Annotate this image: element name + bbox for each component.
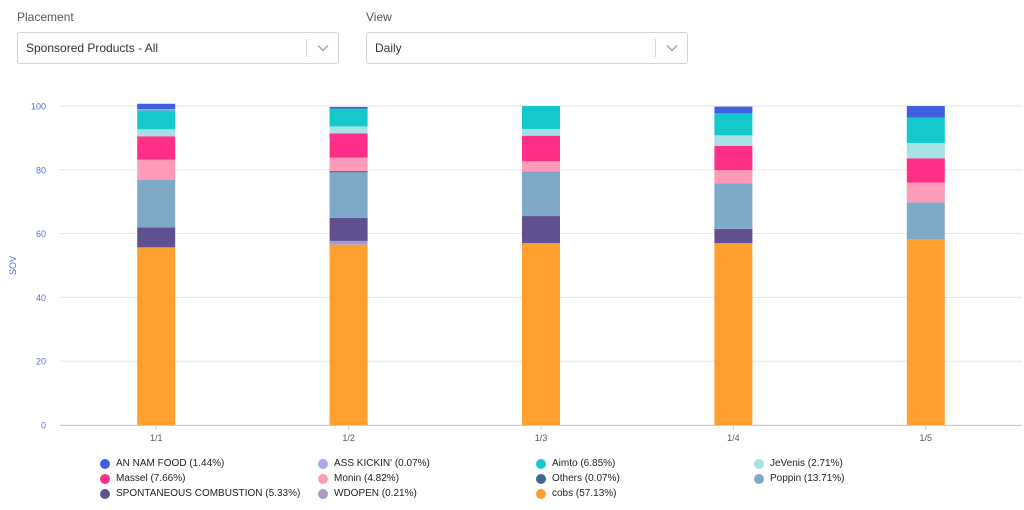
x-tick-label: 1/4 bbox=[727, 433, 740, 443]
legend-item[interactable]: Massel (7.66%) bbox=[100, 473, 185, 484]
legend-item[interactable]: Monin (4.82%) bbox=[318, 473, 399, 484]
legend-label: ASS KICKIN' (0.07%) bbox=[334, 458, 430, 469]
bar-segment-aimto bbox=[906, 117, 945, 144]
bar-segment-aimto bbox=[329, 108, 368, 127]
sov-stacked-bar-chart: 0 20 40 60 80 100 SOV 1/1 1/2 1/3 1/4 1/5 bbox=[8, 102, 1022, 443]
bar-segment-massel bbox=[137, 136, 176, 160]
legend-marker bbox=[100, 473, 110, 484]
bar-segment-ass-kickin- bbox=[137, 109, 176, 111]
legend-label: Monin (4.82%) bbox=[334, 473, 400, 484]
y-tick-label: 80 bbox=[36, 165, 46, 175]
bar-segment-an-nam-food bbox=[906, 106, 945, 118]
bar-segment-jevenis bbox=[329, 126, 368, 134]
bar-segment-poppin bbox=[137, 180, 176, 228]
view-label: View bbox=[366, 10, 392, 24]
legend-item[interactable]: AN NAM FOOD (1.44%) bbox=[100, 458, 224, 469]
x-tick-label: 1/2 bbox=[342, 433, 355, 443]
legend-marker bbox=[536, 458, 546, 469]
bar-segment-aimto bbox=[714, 113, 753, 136]
legend-marker bbox=[754, 458, 764, 469]
bar-segment-monin bbox=[906, 182, 945, 203]
legend-item[interactable]: SPONTANEOUS COMBUSTION (5.33%) bbox=[100, 488, 300, 499]
bar-segment-poppin bbox=[714, 183, 753, 229]
legend-item[interactable]: ASS KICKIN' (0.07%) bbox=[318, 458, 430, 469]
y-axis-label: SOV bbox=[8, 256, 18, 275]
legend-marker bbox=[318, 458, 328, 469]
legend-item[interactable]: Aimto (6.85%) bbox=[536, 458, 615, 469]
x-tick-label: 1/3 bbox=[535, 433, 548, 443]
bar-segment-others bbox=[329, 171, 368, 173]
bar-segment-monin bbox=[137, 159, 176, 181]
legend-marker bbox=[100, 488, 110, 499]
legend-label: AN NAM FOOD (1.44%) bbox=[116, 458, 225, 469]
legend-marker bbox=[318, 488, 328, 499]
bar-segment-jevenis bbox=[906, 143, 945, 159]
bar-segment-massel bbox=[714, 145, 753, 171]
chevron-down-icon[interactable] bbox=[656, 33, 687, 63]
legend-label: cobs (57.13%) bbox=[552, 488, 617, 499]
placement-select-separator bbox=[306, 39, 307, 57]
view-value: Daily bbox=[375, 41, 402, 55]
legend-item[interactable]: WDOPEN (0.21%) bbox=[318, 488, 417, 499]
placement-label: Placement bbox=[17, 10, 74, 24]
legend-marker bbox=[536, 488, 546, 499]
legend-label: JeVenis (2.71%) bbox=[770, 458, 843, 469]
legend-marker bbox=[100, 458, 110, 469]
legend-label: WDOPEN (0.21%) bbox=[334, 488, 417, 499]
legend-marker bbox=[754, 473, 764, 484]
bar-segment-monin bbox=[714, 170, 753, 184]
bar-segment-monin bbox=[522, 161, 560, 172]
chevron-down-icon[interactable] bbox=[307, 33, 338, 63]
bar-segment-aimto bbox=[522, 106, 560, 129]
view-select-separator bbox=[655, 39, 656, 57]
legend-item[interactable]: cobs (57.13%) bbox=[536, 488, 616, 499]
bar-segment-an-nam-food bbox=[714, 106, 753, 114]
bar-segment-cobs bbox=[906, 239, 945, 425]
placement-value: Sponsored Products - All bbox=[26, 41, 159, 55]
bar-segment-massel bbox=[329, 133, 368, 158]
x-tick-label: 1/1 bbox=[150, 433, 163, 443]
bar-segment-spontaneous-combustion bbox=[329, 217, 368, 241]
placement-select[interactable]: Sponsored Products - All bbox=[17, 32, 339, 64]
y-tick-label: 40 bbox=[36, 293, 46, 303]
legend-item[interactable]: Poppin (13.71%) bbox=[754, 473, 845, 484]
bar-segment-cobs bbox=[329, 244, 368, 425]
legend-label: Massel (7.66%) bbox=[116, 473, 186, 484]
bar-segment-poppin bbox=[522, 171, 560, 217]
bar-segment-spontaneous-combustion bbox=[714, 228, 753, 244]
legend-item[interactable]: Others (0.07%) bbox=[536, 473, 620, 484]
y-tick-label: 100 bbox=[31, 102, 46, 112]
legend-label: Aimto (6.85%) bbox=[552, 458, 616, 469]
legend-item[interactable]: JeVenis (2.71%) bbox=[754, 458, 843, 469]
bar-segment-cobs bbox=[714, 243, 753, 425]
bar-segment-spontaneous-combustion bbox=[522, 216, 560, 244]
x-tick-label: 1/5 bbox=[920, 433, 933, 443]
bar-segment-an-nam-food bbox=[137, 103, 176, 110]
y-tick-label: 20 bbox=[36, 357, 46, 367]
bar-segment-jevenis bbox=[714, 135, 753, 146]
y-tick-label: 60 bbox=[36, 229, 46, 239]
bar-segment-an-nam-food bbox=[329, 106, 368, 109]
bar-segment-monin bbox=[329, 157, 368, 172]
bar-segment-jevenis bbox=[137, 129, 176, 137]
bar-segment-massel bbox=[522, 135, 560, 162]
bar-segment-wdopen bbox=[329, 240, 368, 245]
legend-label: SPONTANEOUS COMBUSTION (5.33%) bbox=[116, 488, 301, 499]
bar-segment-jevenis bbox=[522, 128, 560, 136]
legend-label: Others (0.07%) bbox=[552, 473, 620, 484]
bar-segment-poppin bbox=[329, 172, 368, 218]
y-tick-label: 0 bbox=[41, 421, 46, 431]
view-select[interactable]: Daily bbox=[366, 32, 688, 64]
legend-marker bbox=[536, 473, 546, 484]
bar-segment-poppin bbox=[906, 202, 945, 240]
bar-segment-cobs bbox=[522, 243, 560, 425]
bar-segment-massel bbox=[906, 158, 945, 183]
legend-label: Poppin (13.71%) bbox=[770, 473, 845, 484]
legend-marker bbox=[318, 473, 328, 484]
bar-segment-aimto bbox=[137, 110, 176, 130]
bar-segment-spontaneous-combustion bbox=[137, 227, 176, 248]
bar-segment-cobs bbox=[137, 247, 176, 425]
